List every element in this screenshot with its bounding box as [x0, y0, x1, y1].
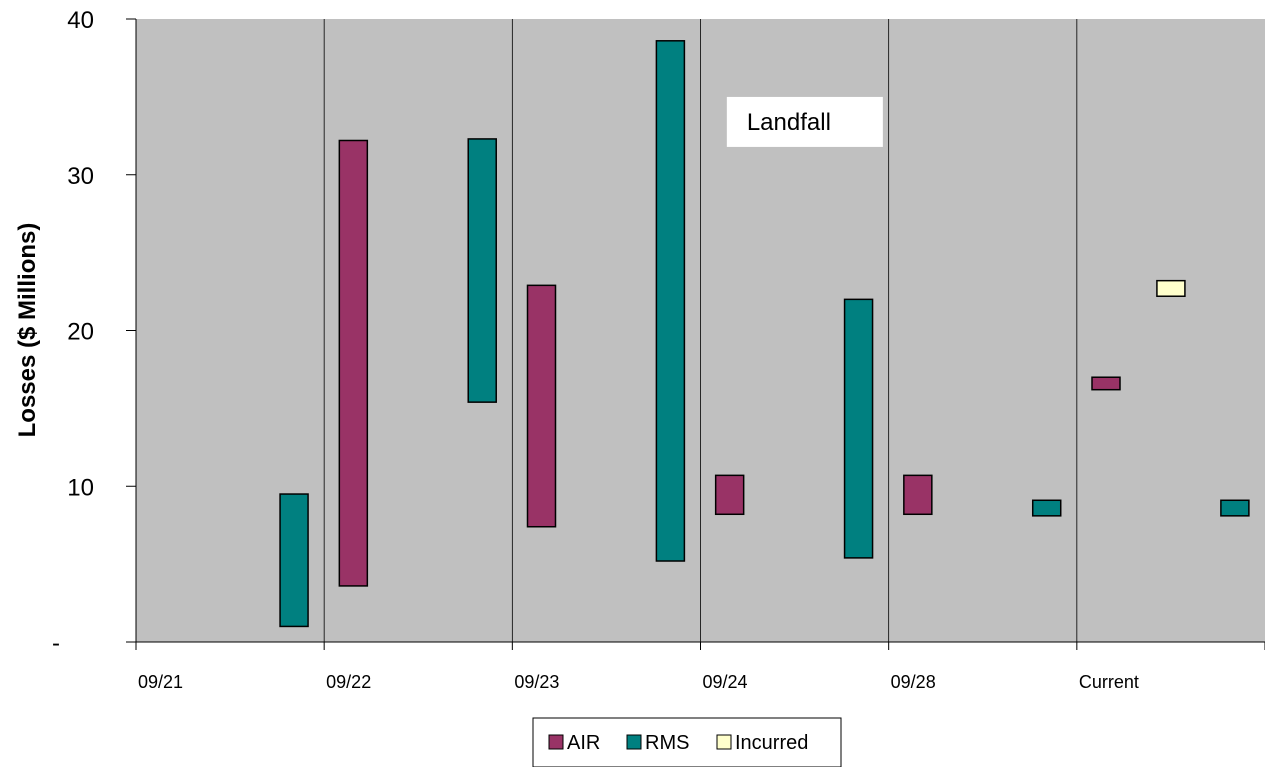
- range-bar-air: [1091, 376, 1121, 391]
- x-tick-label: 09/23: [514, 672, 559, 692]
- range-bar-air: [714, 474, 745, 516]
- axes: [126, 19, 1265, 650]
- annotation-text: Landfall: [747, 109, 831, 136]
- annotations: Landfall: [726, 96, 883, 147]
- vertical-gridlines: [323, 19, 1078, 642]
- range-bar-rms: [467, 138, 497, 403]
- legend-label-incurred: Incurred: [735, 732, 808, 754]
- annotation-box: [726, 96, 883, 147]
- x-tick-label: 09/28: [891, 672, 936, 692]
- x-tick-label: 09/21: [138, 672, 183, 692]
- y-axis-title: Losses ($ Millions): [14, 223, 41, 438]
- range-bar-rms: [843, 298, 874, 559]
- range-bars: [279, 40, 1250, 628]
- y-axis-ticks: - 10 20 30 40: [52, 7, 136, 657]
- x-tick-label: Current: [1079, 672, 1139, 692]
- y-tick-label: 30: [67, 163, 94, 190]
- legend-swatch-air: [548, 734, 564, 750]
- range-bar-air: [903, 474, 933, 516]
- range-bar-rms: [1220, 499, 1250, 517]
- y-tick-label: 20: [67, 319, 94, 346]
- legend-label-rms: RMS: [645, 732, 689, 754]
- y-tick-label: 40: [67, 7, 94, 34]
- legend-label-air: AIR: [567, 732, 600, 754]
- range-bar-incurred: [1156, 279, 1186, 297]
- y-tick-label: -: [52, 630, 60, 657]
- legend-box: [532, 717, 842, 767]
- range-bar-rms: [279, 493, 309, 628]
- y-tick-label: 10: [67, 474, 94, 501]
- range-bar-rms: [1031, 499, 1062, 517]
- range-bar-rms: [655, 40, 686, 562]
- range-bar-air: [526, 284, 557, 528]
- x-tick-label: 09/22: [326, 672, 371, 692]
- legend-swatch-incurred: [716, 734, 732, 750]
- x-axis-ticks: 09/21 09/22 09/23 09/24 09/28 Current: [135, 642, 1265, 692]
- legend-swatch-rms: [626, 734, 642, 750]
- range-bar-air: [338, 139, 369, 587]
- x-tick-label: 09/24: [703, 672, 748, 692]
- legend: AIR RMS Incurred: [532, 717, 842, 767]
